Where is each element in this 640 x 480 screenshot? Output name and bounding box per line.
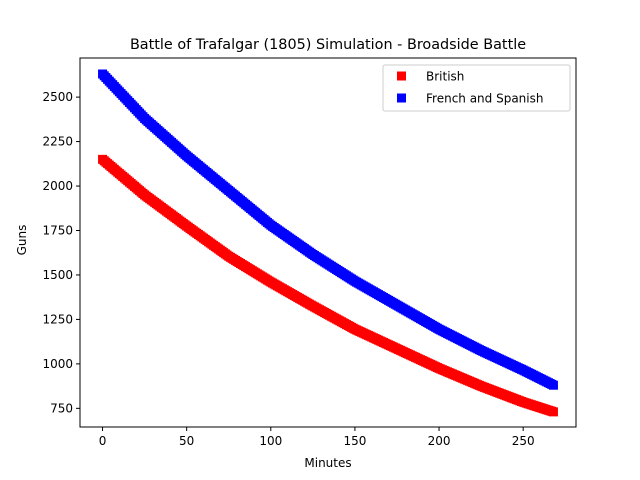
y-tick-label: 1250 — [42, 312, 73, 326]
y-tick-label: 1500 — [42, 268, 73, 282]
x-axis-label: Minutes — [304, 456, 351, 470]
plot-area — [98, 69, 558, 417]
y-tick-label: 2250 — [42, 135, 73, 149]
chart-title: Battle of Trafalgar (1805) Simulation - … — [130, 37, 526, 53]
data-point — [548, 380, 558, 390]
axes-frame — [79, 57, 577, 428]
y-tick-label: 2500 — [42, 90, 73, 104]
series-french-and-spanish — [98, 69, 558, 390]
legend-label: British — [426, 70, 464, 84]
y-tick-label: 2000 — [42, 179, 73, 193]
legend-marker — [397, 71, 406, 81]
x-tick-label: 50 — [179, 434, 194, 448]
series-british — [98, 154, 558, 417]
x-tick-label: 150 — [343, 434, 366, 448]
x-tick-label: 0 — [99, 434, 107, 448]
x-tick-label: 200 — [428, 434, 451, 448]
x-tick-label: 250 — [512, 434, 535, 448]
y-tick-label: 1750 — [42, 223, 73, 237]
y-tick-label: 750 — [50, 401, 73, 415]
y-tick-label: 1000 — [42, 357, 73, 371]
legend-box — [382, 64, 571, 112]
legend-label: French and Spanish — [426, 92, 543, 106]
legend-marker — [397, 93, 406, 103]
y-axis-label: Guns — [15, 225, 29, 256]
legend: British French and Spanish — [382, 64, 571, 112]
data-point — [548, 407, 558, 417]
axes: 0 50 100 150 200 250 750 1000 1250 1500 1750 2000 22… — [42, 57, 577, 448]
x-tick-label: 100 — [259, 434, 282, 448]
